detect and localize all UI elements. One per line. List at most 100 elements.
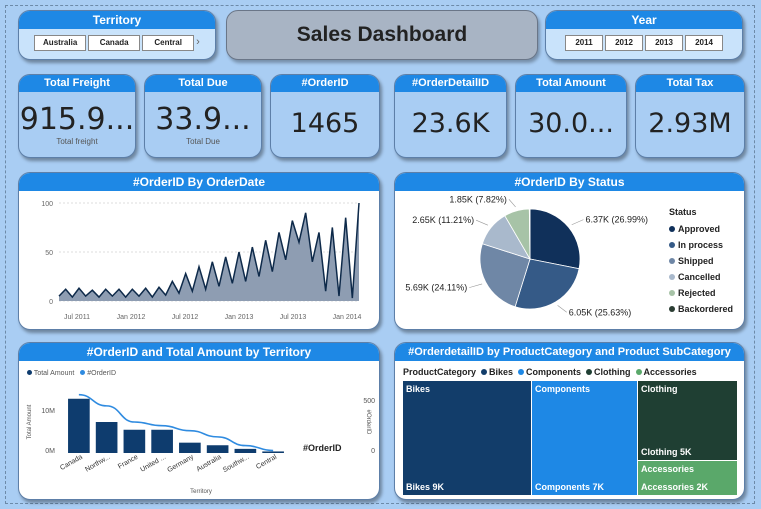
x-tick-label: Southw... [222, 454, 250, 474]
treemap-tile-components[interactable]: Components Components 7K [532, 381, 637, 495]
kpi-label: Total Amount [516, 75, 626, 92]
legend-label: Accessories [643, 367, 697, 377]
combo-legend: Total Amount #OrderID [27, 370, 116, 377]
kpi-value: 23.6K [411, 108, 490, 139]
tile-category: Clothing [641, 384, 678, 394]
tile-label: Bikes 9K [406, 482, 445, 492]
chevron-right-icon[interactable]: › [196, 36, 200, 48]
bar [234, 448, 257, 453]
legend-dot [481, 369, 488, 375]
legend-title: ProductCategory [403, 367, 477, 377]
legend-label: Rejected [678, 288, 716, 298]
x-tick-label: Canada [59, 454, 84, 472]
data-label: 6.05K (25.63%) [569, 307, 632, 317]
year-option[interactable]: 2012 [605, 35, 643, 51]
legend-item[interactable]: Accessories [635, 367, 697, 377]
legend-item[interactable]: Rejected [669, 285, 733, 301]
kpi-label: #OrderID [271, 75, 379, 92]
area-chart-svg: 100 50 0 Jul 2011 Jan 2012 Jul 2012 Jan 2013 Ju… [41, 201, 361, 321]
chart-title: #OrderID and Total Amount by Territory [19, 343, 379, 361]
year-slicer-title: Year [546, 11, 742, 29]
kpi-value: 2.93M [648, 108, 732, 139]
legend-dot [586, 369, 593, 375]
territory-slicer: Territory Australia Canada Central › [18, 10, 216, 60]
territory-slicer-title: Territory [19, 11, 215, 29]
y2-axis-label: #OrderID [365, 410, 371, 435]
y-tick-label: 0M [45, 448, 55, 455]
territory-option[interactable]: Canada [88, 35, 141, 51]
series-label: #OrderID [303, 443, 342, 453]
year-option[interactable]: 2011 [565, 35, 603, 51]
legend-dot [27, 370, 32, 375]
legend-item[interactable]: Shipped [669, 253, 733, 269]
legend-dot [669, 290, 675, 296]
legend-dot [669, 258, 675, 264]
y-axis-label: Total Amount [27, 404, 33, 439]
kpi-sublabel: Total freight [56, 137, 98, 146]
legend-item[interactable]: Backordered [669, 301, 733, 317]
kpi-label: #OrderDetailID [395, 75, 506, 92]
line-series [78, 393, 274, 452]
y-tick-label: 10M [41, 408, 55, 415]
x-tick-label: Jul 2013 [280, 314, 307, 321]
data-label: 6.37K (26.99%) [585, 215, 648, 225]
year-option[interactable]: 2013 [645, 35, 683, 51]
treemap-tile-bikes[interactable]: Bikes Bikes 9K [403, 381, 531, 495]
label-leader [508, 199, 516, 208]
kpi-label: Total Freight [19, 75, 135, 92]
treemap-tile-clothing[interactable]: Clothing Clothing 5K [638, 381, 737, 460]
legend-item[interactable]: Bikes [481, 367, 513, 377]
territory-option[interactable]: Central [142, 35, 195, 51]
kpi-total-amount: Total Amount 30.0... [515, 74, 627, 158]
tile-label: Components 7K [535, 482, 605, 492]
x-tick-label: Australia [196, 454, 223, 474]
kpi-order-detail-id: #OrderDetailID 23.6K [394, 74, 507, 158]
legend-label: Approved [678, 224, 721, 234]
legend-item[interactable]: Components [518, 367, 581, 377]
treemap-tile-accessories[interactable]: Accessories Accessories 2K [638, 461, 737, 495]
label-leader [469, 283, 483, 288]
x-tick-label: United ... [139, 454, 167, 474]
legend-item[interactable]: In process [669, 237, 733, 253]
kpi-total-freight: Total Freight 915.9... Total freight [18, 74, 136, 158]
pie-legend: Status Approved In process Shipped Cance… [669, 207, 733, 317]
chart-title: #OrderID By OrderDate [19, 173, 379, 191]
bar [68, 398, 90, 453]
combo-chart-svg: 10M 0M 500 0 Canada Northw... France United ...… [27, 393, 375, 495]
year-slicer: Year 2011 2012 2013 2014 [545, 10, 743, 60]
legend-item[interactable]: Clothing [586, 367, 631, 377]
legend-label: #OrderID [87, 370, 117, 377]
legend-dot [518, 369, 525, 375]
legend-item[interactable]: Cancelled [669, 269, 733, 285]
legend-label: Cancelled [678, 272, 721, 282]
kpi-value: 30.0... [528, 108, 614, 139]
x-tick-label: Jan 2013 [225, 314, 254, 321]
label-leader [571, 219, 584, 225]
legend-dot [669, 242, 675, 248]
y2-tick-label: 500 [363, 398, 375, 405]
kpi-order-id: #OrderID 1465 [270, 74, 380, 158]
legend-label: Backordered [678, 304, 734, 314]
legend-item[interactable]: Approved [669, 221, 733, 237]
legend-item[interactable]: Total Amount [27, 370, 74, 377]
legend-label: Bikes [489, 367, 514, 377]
x-tick-label: Jul 2011 [64, 314, 90, 321]
legend-label: Shipped [678, 256, 714, 266]
label-leader [475, 219, 489, 226]
bar [262, 451, 284, 453]
data-label: 5.69K (24.11%) [405, 283, 467, 293]
area-fill [59, 203, 359, 301]
territory-option[interactable]: Australia [34, 35, 87, 51]
y-tick-label: 50 [45, 250, 53, 257]
pie-chart-svg: 6.37K (26.99%) 6.05K (25.63%) 5.69K (24.11… [405, 194, 648, 317]
y-tick-label: 100 [41, 201, 53, 208]
legend-dot [80, 370, 86, 375]
dashboard-frame [5, 5, 755, 504]
pie-slice [514, 258, 580, 310]
treemap-legend: ProductCategory Bikes Components Clothin… [403, 367, 697, 377]
bar [95, 422, 118, 453]
legend-item[interactable]: #OrderID [80, 370, 116, 377]
tile-category: Components [535, 384, 590, 394]
year-option[interactable]: 2014 [685, 35, 723, 51]
kpi-total-tax: Total Tax 2.93M [635, 74, 745, 158]
